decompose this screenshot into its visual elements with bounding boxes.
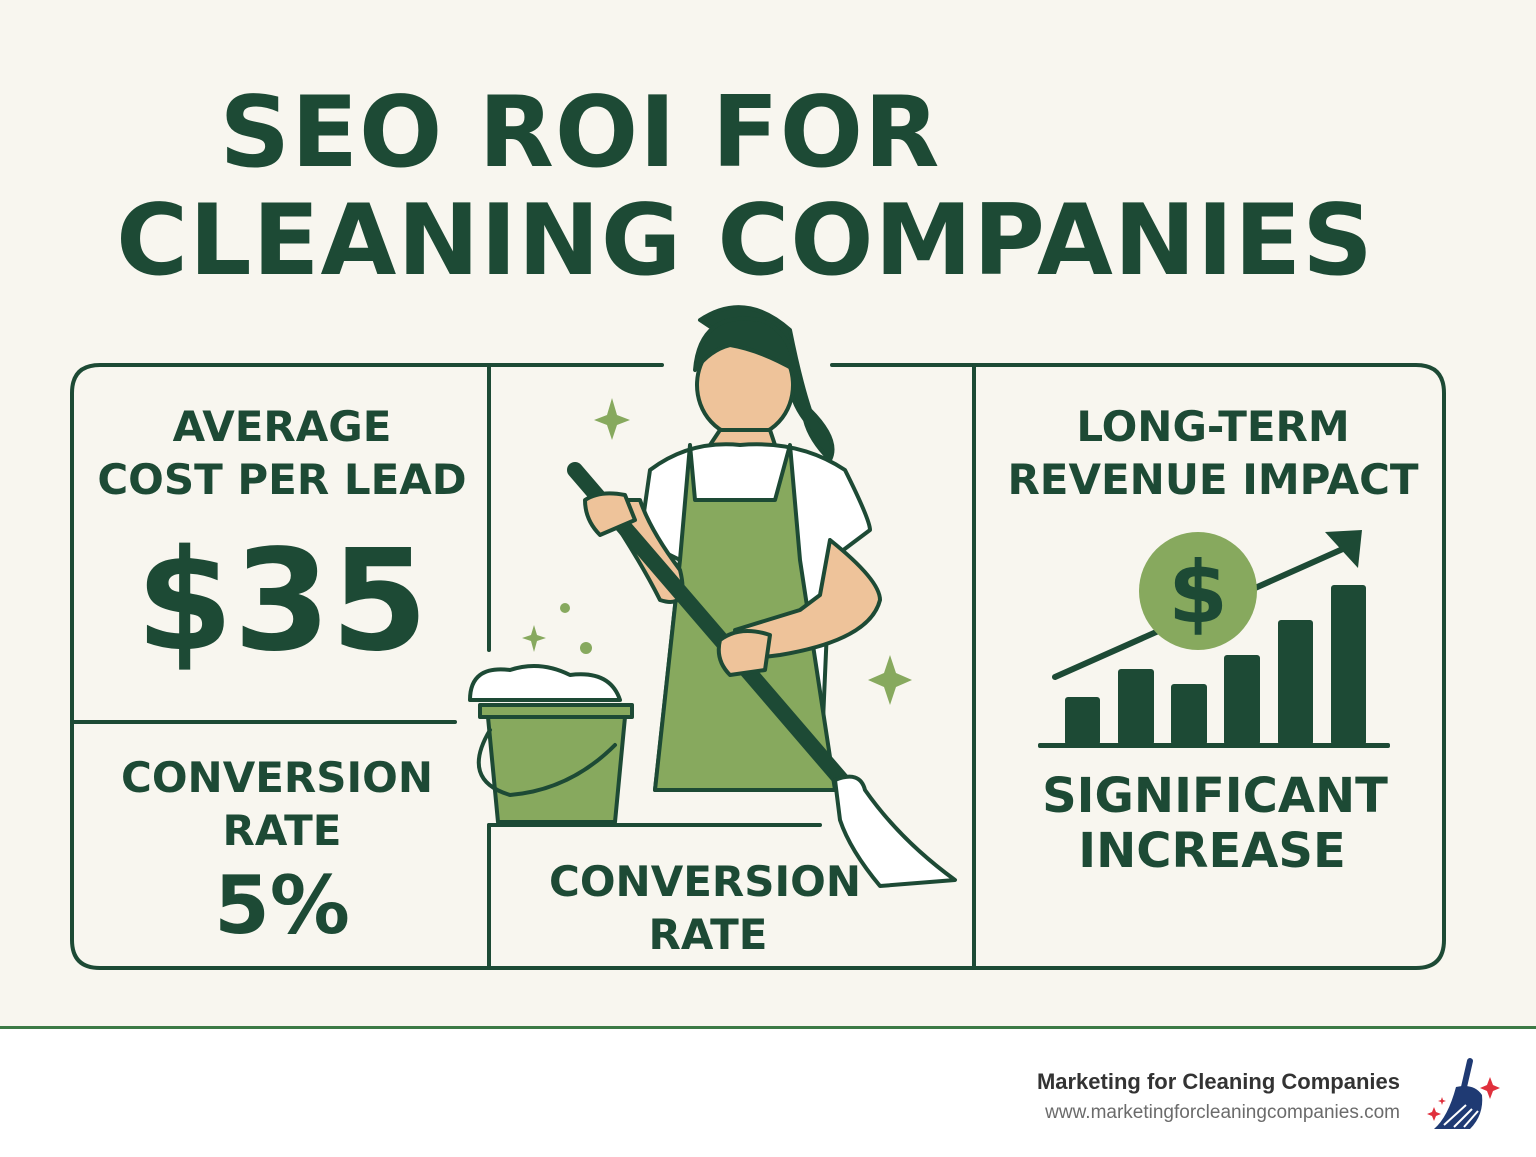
revenue-label-1: LONG-TERM bbox=[1076, 402, 1350, 451]
center-conversion-label-1: CONVERSION bbox=[549, 857, 861, 906]
conversion-label-2: RATE bbox=[222, 806, 342, 855]
cost-label-2: COST PER LEAD bbox=[97, 455, 467, 504]
cost-value: $35 bbox=[135, 520, 429, 683]
revenue-label-2: REVENUE IMPACT bbox=[1007, 455, 1419, 504]
sparkle-icons bbox=[522, 398, 912, 705]
footer-url[interactable]: www.marketingforcleaningcompanies.com bbox=[1045, 1102, 1400, 1123]
broom-logo-icon bbox=[1427, 1058, 1500, 1129]
revenue-result-1: SIGNIFICANT bbox=[1042, 768, 1388, 824]
footer: Marketing for Cleaning Companies www.mar… bbox=[0, 1026, 1536, 1157]
cleaner-illustration bbox=[468, 305, 957, 888]
title-line-2: CLEANING COMPANIES bbox=[116, 184, 1374, 298]
conversion-label-1: CONVERSION bbox=[121, 753, 433, 802]
panel-frame bbox=[70, 363, 1446, 970]
infographic-artwork: $ bbox=[70, 305, 1446, 970]
dollar-growth-chart-icon: $ bbox=[1038, 530, 1390, 748]
svg-text:$: $ bbox=[1168, 543, 1228, 643]
footer-brand: Marketing for Cleaning Companies bbox=[1036, 1069, 1400, 1094]
title-line-1: SEO ROI FOR bbox=[219, 76, 941, 190]
revenue-result-2: INCREASE bbox=[1078, 823, 1346, 879]
cost-label-1: AVERAGE bbox=[172, 402, 392, 451]
conversion-value: 5% bbox=[214, 859, 350, 952]
center-conversion-label-2: RATE bbox=[648, 910, 768, 959]
